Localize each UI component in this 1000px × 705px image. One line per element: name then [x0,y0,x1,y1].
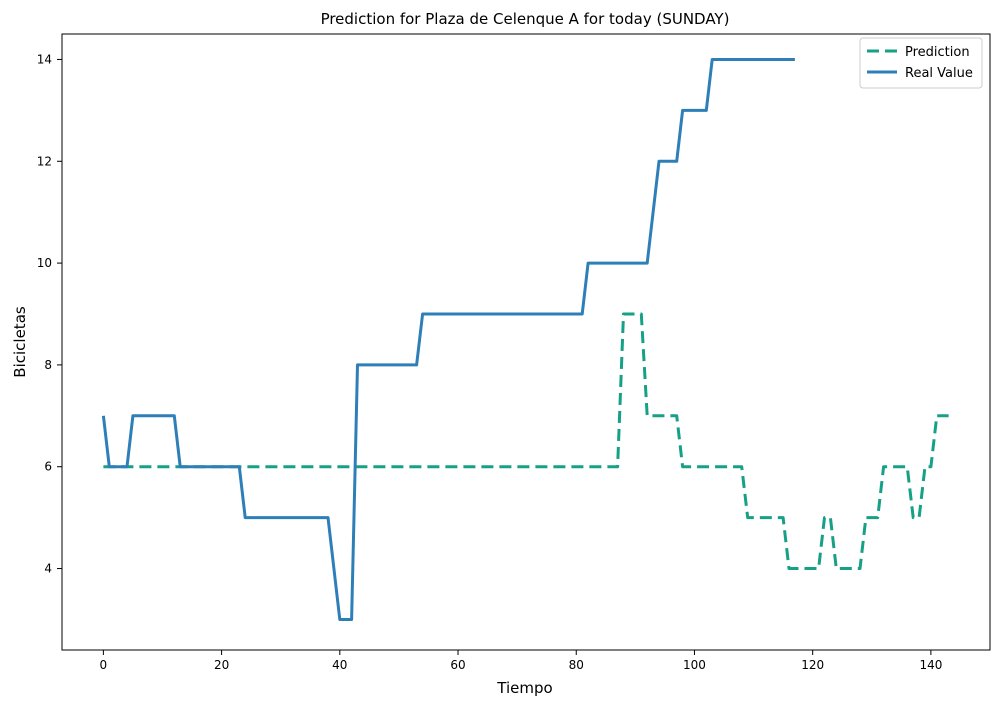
legend: Prediction Real Value [859,37,983,89]
x-tick-label: 80 [569,658,584,672]
x-tick-label: 100 [683,658,706,672]
series-line-real-value [101,58,795,621]
x-tick-label: 140 [919,658,942,672]
series-line-prediction [103,312,949,570]
x-axis: 0 20 40 60 80 100 120 140 [100,650,942,672]
x-tick-label: 0 [100,658,108,672]
y-tick-label: 12 [37,154,52,168]
x-axis-label: Tiempo [496,679,552,697]
series-layer [101,58,949,621]
chart-title: Prediction for Plaza de Celenque A for t… [321,10,730,28]
x-tick-label: 60 [450,658,465,672]
y-tick-label: 8 [44,358,52,372]
y-tick-label: 10 [37,256,52,270]
y-axis-label: Bicicletas [11,306,29,378]
x-tick-label: 20 [214,658,229,672]
x-tick-label: 120 [801,658,824,672]
y-tick-label: 4 [44,562,52,576]
x-tick-label: 40 [332,658,347,672]
y-tick-label: 14 [37,52,52,66]
legend-label: Prediction [905,45,970,60]
legend-label: Real Value [905,66,973,81]
y-tick-label: 6 [44,460,52,474]
y-axis: 4 6 8 10 12 14 [37,52,62,576]
plot-area [61,33,991,651]
